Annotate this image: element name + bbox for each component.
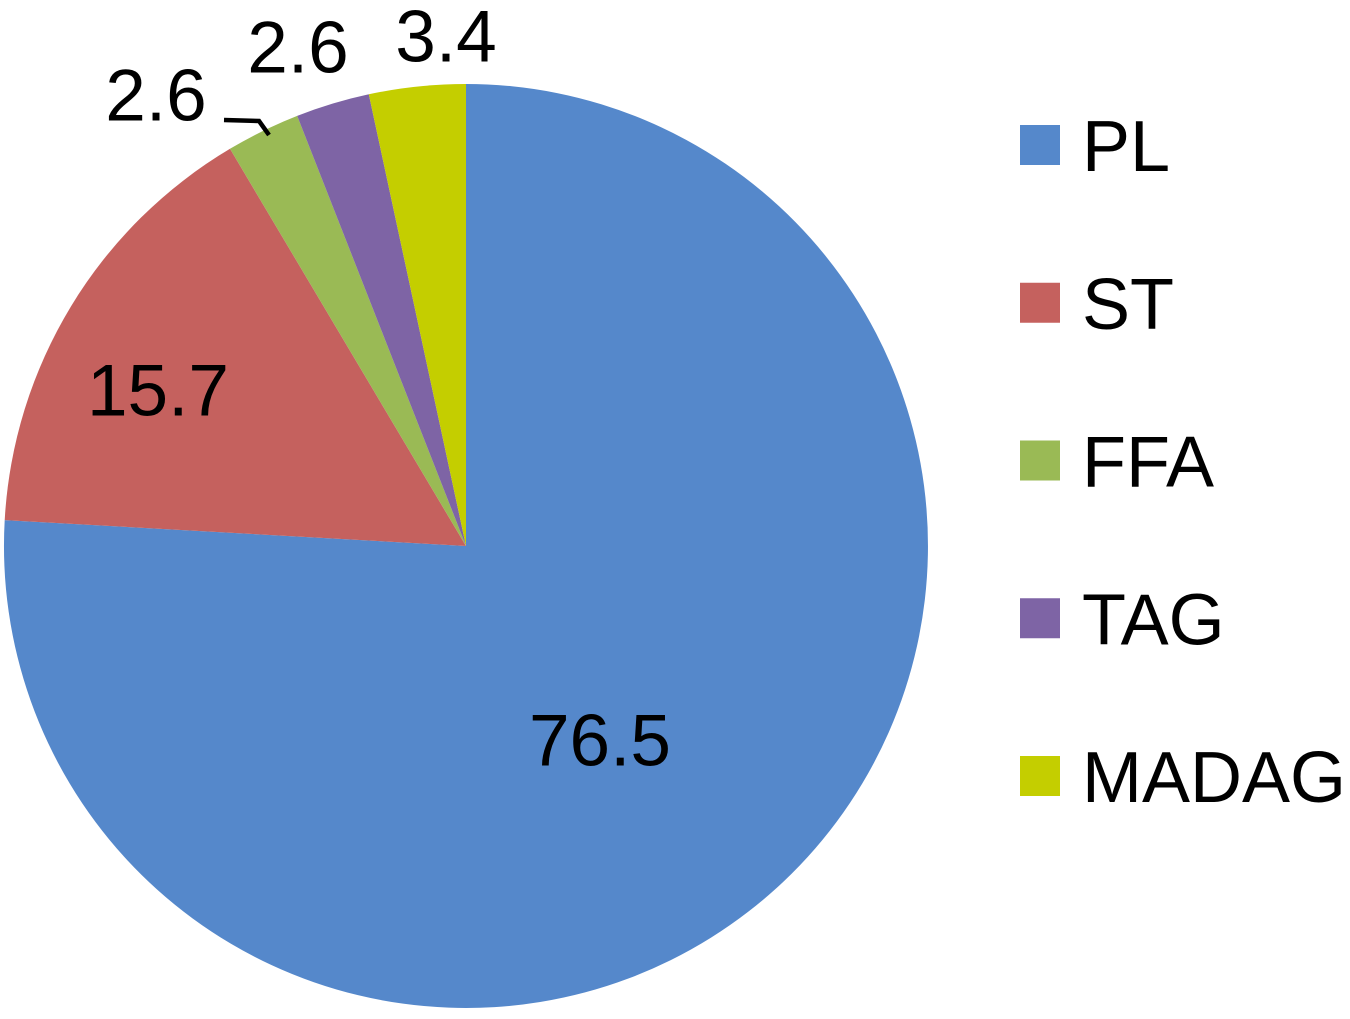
pie-slice-st <box>4 148 466 547</box>
pie-slice-pl <box>3 84 928 1009</box>
legend-swatch-ffa <box>1020 440 1060 481</box>
legend-label-madag: MADAG <box>1082 738 1346 818</box>
legend-label-st: ST <box>1082 265 1174 345</box>
legend-swatch-pl <box>1020 125 1060 165</box>
legend-label-pl: PL <box>1082 107 1170 187</box>
legend-label-ffa: FFA <box>1082 423 1214 503</box>
data-label-pl: 76.5 <box>529 701 671 782</box>
data-label-madag: 3.4 <box>395 0 496 78</box>
label-leader-line-ffa <box>223 117 271 137</box>
legend-swatch-madag <box>1020 756 1060 796</box>
pie-slice-tag <box>297 94 466 547</box>
pie-slice-ffa <box>230 115 466 547</box>
legend-swatch-tag <box>1020 598 1060 639</box>
data-label-st: 15.7 <box>87 351 229 432</box>
data-label-tag: 2.6 <box>247 8 348 89</box>
pie-slice-madag <box>368 83 466 546</box>
legend-label-tag: TAG <box>1082 580 1225 660</box>
data-label-ffa: 2.6 <box>105 56 206 137</box>
legend-swatch-st <box>1020 282 1060 323</box>
